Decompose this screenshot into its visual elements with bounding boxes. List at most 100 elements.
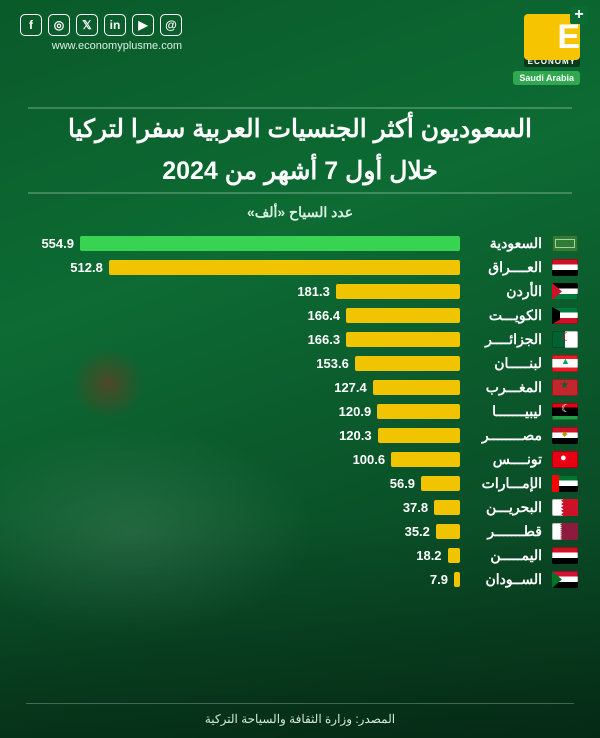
country-flag-icon	[552, 307, 578, 324]
source-line: المصدر: وزارة الثقافة والسياحة التركية	[26, 703, 574, 726]
country-label: الســودان	[470, 571, 542, 588]
bar-fill	[434, 500, 460, 515]
title-rule-bottom	[28, 192, 572, 194]
bar-track: 35.2	[22, 524, 460, 539]
bar-fill	[355, 356, 460, 371]
bar-track: 166.4	[22, 308, 460, 323]
social-icon[interactable]: ◎	[48, 14, 70, 36]
social-icon[interactable]: f	[20, 14, 42, 36]
country-flag-icon	[552, 451, 578, 468]
bar-fill	[454, 572, 460, 587]
bar-track: 120.3	[22, 428, 460, 443]
bar-fill	[436, 524, 460, 539]
country-label: اليمـــــن	[470, 547, 542, 564]
country-label: تونــــس	[470, 451, 542, 468]
bar-value: 554.9	[41, 236, 74, 251]
country-label: قطـــــــر	[470, 523, 542, 540]
bar-fill	[336, 284, 460, 299]
bar-track: 7.9	[22, 572, 460, 587]
country-flag-icon	[552, 499, 578, 516]
bar-fill	[378, 428, 460, 443]
chart-row: الإمـــارات 56.9	[22, 475, 578, 492]
bar-value: 153.6	[316, 356, 349, 371]
bar-value: 127.4	[334, 380, 367, 395]
country-label: الكويـــت	[470, 307, 542, 324]
country-flag-icon	[552, 427, 578, 444]
chart-row: قطـــــــر 35.2	[22, 523, 578, 540]
bar-value: 100.6	[353, 452, 386, 467]
chart-subtitle: عدد السياح «ألف»	[22, 204, 578, 221]
country-label: المغـــرب	[470, 379, 542, 396]
top-bar: E + ECONOMY Saudi Arabia f ◎ 𝕏in ▶ @ www.eco…	[0, 0, 600, 85]
chart-row: العــــراق 512.8	[22, 259, 578, 276]
chart-row: الســودان 7.9	[22, 571, 578, 588]
social-icons: f ◎ 𝕏in ▶ @	[20, 14, 182, 36]
bar-track: 512.8	[22, 260, 460, 275]
logo-plus-icon: +	[570, 6, 588, 24]
chart-row: الكويـــت 166.4	[22, 307, 578, 324]
country-flag-icon	[552, 283, 578, 300]
country-flag-icon	[552, 523, 578, 540]
bar-value: 37.8	[403, 500, 428, 515]
country-label: الجزائــــر	[470, 331, 542, 348]
bar-value: 166.4	[308, 308, 341, 323]
bar-track: 56.9	[22, 476, 460, 491]
bar-fill	[109, 260, 460, 275]
chart-row: اليمـــــن 18.2	[22, 547, 578, 564]
bar-fill	[391, 452, 460, 467]
bar-chart: السعودية554.9العــــراق512.8الأردن181.3ا…	[22, 235, 578, 588]
title-line-1: السعوديون أكثر الجنسيات العربية سفرا لتر…	[22, 109, 578, 151]
title-line-2: خلال أول 7 أشهر من 2024	[22, 151, 578, 193]
bar-value: 512.8	[70, 260, 103, 275]
bar-track: 120.9	[22, 404, 460, 419]
country-flag-icon	[552, 403, 578, 420]
country-label: العــــراق	[470, 259, 542, 276]
bar-track: 100.6	[22, 452, 460, 467]
bar-track: 18.2	[22, 548, 460, 563]
country-flag-icon	[552, 571, 578, 588]
bar-value: 166.3	[308, 332, 341, 347]
chart-row: السعودية 554.9	[22, 235, 578, 252]
bar-track: 554.9	[22, 236, 460, 251]
country-flag-icon	[552, 475, 578, 492]
country-flag-icon	[552, 235, 578, 252]
country-label: ليبيـــــــا	[470, 403, 542, 420]
bar-fill	[448, 548, 460, 563]
logo-region-badge: Saudi Arabia	[513, 71, 580, 85]
bar-track: 153.6	[22, 356, 460, 371]
country-flag-icon	[552, 259, 578, 276]
country-flag-icon	[552, 355, 578, 372]
bar-track: 181.3	[22, 284, 460, 299]
bar-fill	[346, 332, 460, 347]
chart-row: البحريـــن 37.8	[22, 499, 578, 516]
social-icon[interactable]: in	[104, 14, 126, 36]
brand-logo: E + ECONOMY Saudi Arabia	[511, 14, 580, 85]
bar-value: 18.2	[416, 548, 441, 563]
bar-track: 37.8	[22, 500, 460, 515]
country-label: مصــــــــر	[470, 427, 542, 444]
title-block: السعوديون أكثر الجنسيات العربية سفرا لتر…	[22, 107, 578, 221]
logo-mark: E +	[524, 14, 580, 60]
bar-value: 56.9	[390, 476, 415, 491]
social-icon[interactable]: 𝕏	[76, 14, 98, 36]
chart-row: مصــــــــر 120.3	[22, 427, 578, 444]
website-url: www.economyplusme.com	[20, 40, 182, 52]
social-icon[interactable]: ▶	[132, 14, 154, 36]
bar-fill	[80, 236, 460, 251]
chart-row: ليبيـــــــا 120.9	[22, 403, 578, 420]
chart-row: لبنـــــان153.6	[22, 355, 578, 372]
country-label: الإمـــارات	[470, 475, 542, 492]
country-flag-icon	[552, 379, 578, 396]
bar-fill	[421, 476, 460, 491]
country-label: السعودية	[470, 235, 542, 252]
bar-fill	[346, 308, 460, 323]
chart-row: المغـــرب 127.4	[22, 379, 578, 396]
country-label: البحريـــن	[470, 499, 542, 516]
bar-value: 35.2	[405, 524, 430, 539]
social-icon[interactable]: @	[160, 14, 182, 36]
bar-value: 120.3	[339, 428, 372, 443]
top-right: f ◎ 𝕏in ▶ @ www.economyplusme.com	[20, 14, 182, 52]
bar-value: 7.9	[430, 572, 448, 587]
bar-fill	[377, 404, 460, 419]
country-flag-icon	[552, 331, 578, 348]
